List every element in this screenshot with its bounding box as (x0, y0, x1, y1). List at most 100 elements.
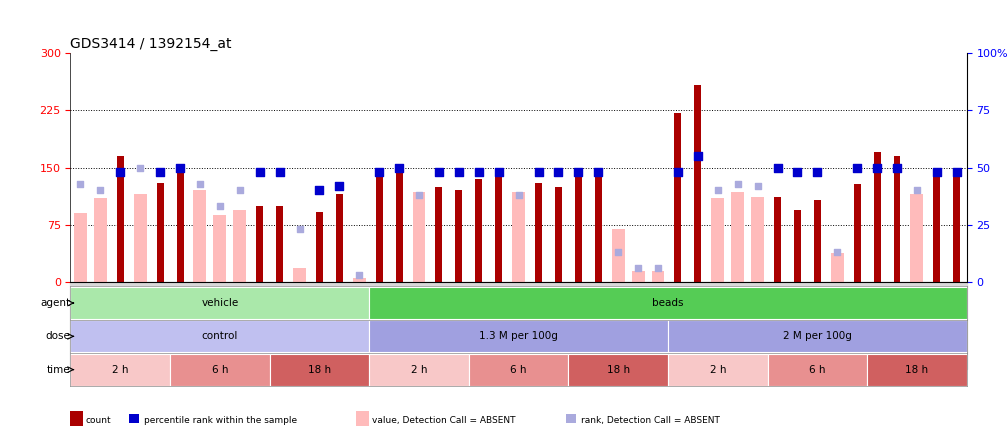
Text: 2 h: 2 h (710, 365, 726, 375)
Bar (176, 169, 183, 282)
Bar (751, 197, 764, 282)
Point (810, 169, 826, 176)
Point (331, 182, 347, 190)
Point (531, 169, 547, 176)
Point (192, 180, 208, 187)
Bar (747, 282, 767, 369)
Bar (628, 282, 649, 369)
Bar (256, 206, 263, 282)
Bar (193, 190, 206, 282)
Bar (568, 353, 668, 385)
Bar (290, 282, 309, 369)
Bar (947, 282, 967, 369)
Bar (575, 171, 582, 282)
Point (710, 187, 726, 194)
Bar (808, 282, 828, 369)
Point (869, 164, 885, 171)
Bar (774, 197, 781, 282)
Bar (455, 190, 462, 282)
Bar (668, 282, 688, 369)
Bar (731, 192, 744, 282)
Point (551, 169, 567, 176)
Bar (611, 229, 624, 282)
Bar (94, 198, 107, 282)
Point (730, 180, 746, 187)
Point (411, 191, 427, 198)
Bar (435, 186, 442, 282)
Bar (787, 282, 808, 369)
Bar (134, 194, 147, 282)
Bar (70, 287, 370, 319)
Bar (117, 156, 124, 282)
Bar (549, 282, 568, 369)
Point (610, 249, 626, 256)
Bar (688, 282, 708, 369)
Point (252, 169, 268, 176)
Bar (631, 270, 644, 282)
Point (590, 169, 606, 176)
Bar (867, 353, 967, 385)
Bar (250, 282, 270, 369)
Point (690, 153, 706, 160)
Point (909, 187, 925, 194)
Bar (907, 282, 926, 369)
Bar (409, 282, 429, 369)
Point (829, 249, 845, 256)
Bar (867, 282, 887, 369)
Text: beads: beads (653, 298, 684, 308)
Bar (874, 152, 880, 282)
Bar (828, 282, 847, 369)
Point (232, 187, 248, 194)
Bar (893, 156, 900, 282)
Bar (767, 282, 787, 369)
Bar (608, 282, 628, 369)
Point (749, 182, 765, 190)
Bar (652, 270, 665, 282)
Bar (728, 282, 747, 369)
Bar (595, 171, 602, 282)
Bar (668, 321, 967, 353)
Text: agent: agent (40, 298, 70, 308)
Bar (555, 186, 562, 282)
Point (391, 164, 407, 171)
Text: 18 h: 18 h (905, 365, 928, 375)
Text: count: count (86, 416, 111, 424)
Text: rank, Detection Call = ABSENT: rank, Detection Call = ABSENT (581, 416, 720, 424)
Text: 18 h: 18 h (606, 365, 629, 375)
Point (272, 169, 288, 176)
Bar (708, 282, 728, 369)
Point (630, 265, 646, 272)
Point (928, 169, 945, 176)
Bar (74, 214, 87, 282)
Text: percentile rank within the sample: percentile rank within the sample (144, 416, 297, 424)
Point (93, 187, 109, 194)
Bar (370, 321, 668, 353)
Bar (230, 282, 250, 369)
Bar (389, 282, 409, 369)
Bar (513, 192, 525, 282)
Point (172, 164, 188, 171)
Bar (854, 184, 861, 282)
Bar (814, 200, 821, 282)
Bar (529, 282, 549, 369)
Bar (910, 194, 923, 282)
Point (511, 191, 527, 198)
Point (73, 180, 89, 187)
Point (451, 169, 467, 176)
Bar (568, 282, 588, 369)
Bar (847, 282, 867, 369)
Bar (449, 282, 469, 369)
Bar (675, 113, 682, 282)
Text: vehicle: vehicle (201, 298, 239, 308)
Bar (270, 282, 290, 369)
Point (112, 169, 128, 176)
Point (311, 187, 327, 194)
Text: 2 M per 100g: 2 M per 100g (782, 331, 852, 341)
Bar (370, 282, 389, 369)
Bar (309, 282, 329, 369)
Bar (429, 282, 449, 369)
Bar (767, 353, 867, 385)
Point (949, 169, 965, 176)
Text: dose: dose (45, 331, 70, 341)
Point (849, 164, 865, 171)
